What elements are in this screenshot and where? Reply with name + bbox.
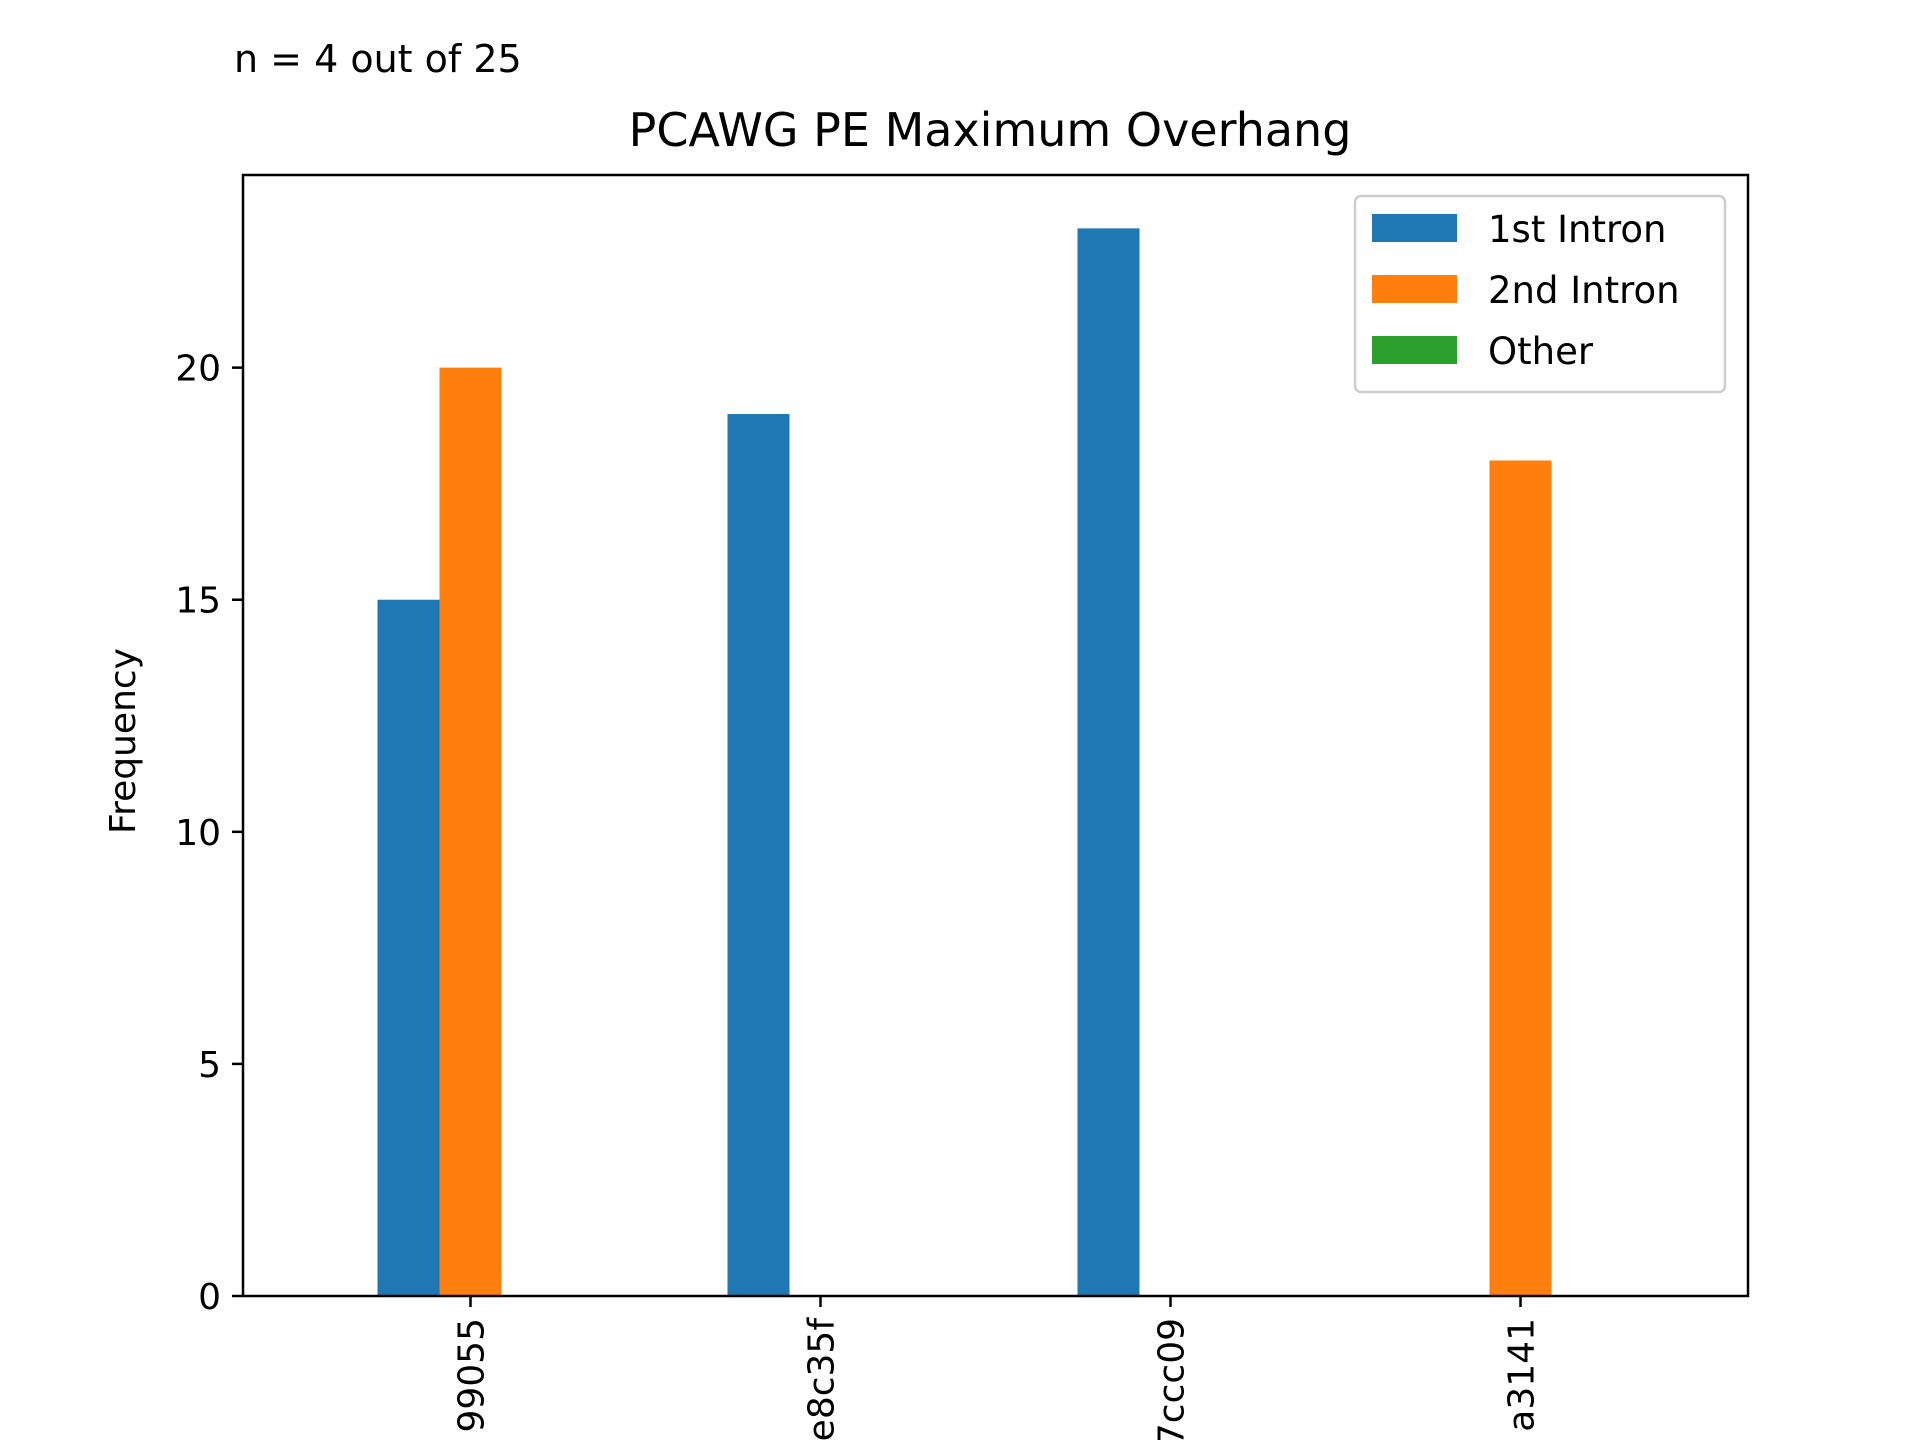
legend-label-1st-intron: 1st Intron: [1488, 208, 1666, 251]
y-tick-label: 15: [175, 581, 221, 622]
legend-swatch-2nd-intron: [1372, 275, 1457, 303]
y-tick-label: 20: [175, 349, 221, 390]
chart-title: PCAWG PE Maximum Overhang: [629, 103, 1352, 157]
bar-1st-intron-2: [1077, 228, 1140, 1296]
bar-1st-intron-0: [377, 599, 440, 1296]
x-tick-label: a3141: [1502, 1318, 1543, 1432]
bar-1st-intron-1: [727, 414, 790, 1296]
x-tick-label: e8c35f: [802, 1317, 843, 1440]
y-tick-label: 10: [175, 813, 221, 854]
legend-swatch-1st-intron: [1372, 214, 1457, 242]
bars-group: [377, 228, 1552, 1296]
legend-swatch-other: [1372, 336, 1457, 364]
legend-label-2nd-intron: 2nd Intron: [1488, 269, 1680, 312]
bar-2nd-intron-3: [1489, 460, 1552, 1296]
legend: 1st Intron 2nd Intron Other: [1353, 194, 1727, 394]
y-tick-label: 5: [198, 1045, 221, 1086]
sample-count-annotation: n = 4 out of 25: [234, 37, 522, 81]
legend-label-other: Other: [1488, 330, 1594, 373]
y-axis-label: Frequency: [103, 648, 144, 834]
y-tick-label: 0: [198, 1277, 221, 1318]
x-tick-label: 7ccc09: [1152, 1318, 1193, 1440]
plot-frame: [241, 173, 1750, 1298]
y-axis: 0 5 10 15 20: [175, 349, 243, 1318]
bar-2nd-intron-0: [439, 367, 502, 1296]
x-tick-label: 99055: [452, 1318, 493, 1433]
x-axis: 99055 e8c35f 7ccc09 a3141: [452, 1296, 1543, 1440]
